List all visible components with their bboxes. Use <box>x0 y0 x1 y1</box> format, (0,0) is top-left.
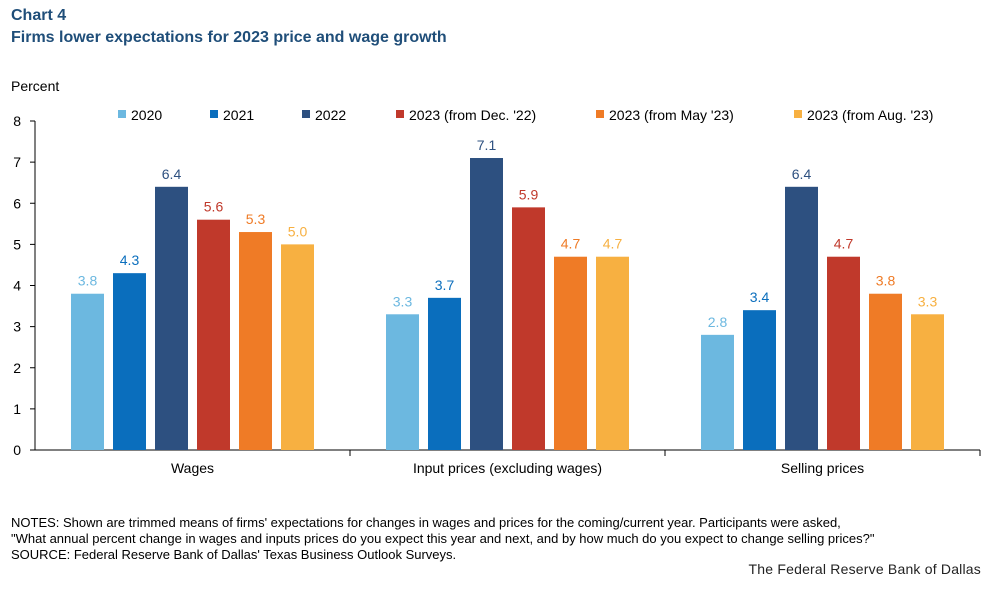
legend-label: 2022 <box>315 107 346 123</box>
bar <box>596 256 629 450</box>
legend-swatch <box>118 110 126 118</box>
bar-value-label: 4.7 <box>834 236 854 252</box>
legend-label: 2020 <box>131 107 162 123</box>
bar-value-label: 3.7 <box>435 277 455 293</box>
bar-value-label: 3.8 <box>876 273 896 289</box>
y-tick-label: 4 <box>13 278 21 294</box>
bar-value-label: 6.4 <box>792 166 812 182</box>
bar-value-label: 5.6 <box>204 199 224 215</box>
y-tick-label: 0 <box>13 442 21 458</box>
source-line: SOURCE: Federal Reserve Bank of Dallas' … <box>11 547 457 562</box>
chart-title: Firms lower expectations for 2023 price … <box>11 29 447 46</box>
bar <box>743 310 776 450</box>
legend-label: 2021 <box>223 107 254 123</box>
x-category-label: Wages <box>171 460 214 476</box>
bar <box>428 297 461 450</box>
notes-line-2: "What annual percent change in wages and… <box>11 531 875 546</box>
bar-value-label: 4.7 <box>561 236 581 252</box>
y-tick-label: 7 <box>13 154 21 170</box>
bar-chart: 2020 2021 2022 2023 (from Dec. '22) 2023 (fr… <box>13 107 981 476</box>
bar-value-label: 5.9 <box>519 186 539 202</box>
bar-value-label: 4.3 <box>120 252 140 268</box>
y-tick-label: 5 <box>13 236 21 252</box>
bar-value-label: 6.4 <box>162 166 182 182</box>
legend-swatch <box>302 110 310 118</box>
bar <box>113 273 146 450</box>
legend-swatch <box>794 110 802 118</box>
y-tick-label: 1 <box>13 401 21 417</box>
y-tick-label: 2 <box>13 360 21 376</box>
bar-value-label: 5.3 <box>246 211 266 227</box>
y-axis-unit-label: Percent <box>11 78 60 94</box>
bar-value-label: 2.8 <box>708 314 728 330</box>
legend-label: 2023 (from Dec. '22) <box>409 107 536 123</box>
bar <box>71 293 104 450</box>
bar <box>239 232 272 450</box>
axes: 0 1 2 3 4 5 6 7 8 Wages Input prices (excluding wa… <box>13 113 981 476</box>
bar <box>470 158 503 450</box>
bar <box>512 207 545 450</box>
notes: NOTES: Shown are trimmed means of firms'… <box>11 515 991 563</box>
x-category-label: Selling prices <box>781 460 864 476</box>
y-tick-label: 6 <box>13 195 21 211</box>
chart-number: Chart 4 <box>11 7 67 24</box>
bar <box>281 244 314 450</box>
bar <box>554 256 587 450</box>
bar-value-label: 4.7 <box>603 236 623 252</box>
bar-value-label: 3.4 <box>750 289 770 305</box>
legend-label: 2023 (from May '23) <box>609 107 734 123</box>
bar-value-label: 3.3 <box>393 293 413 309</box>
bar-value-label: 5.0 <box>288 223 308 239</box>
y-tick-label: 3 <box>13 319 21 335</box>
bar-value-labels: 3.8 4.3 6.4 5.6 5.3 5.0 3.3 3.7 7.1 5.9 4.7 4.7 2.8 3… <box>78 137 938 330</box>
y-tick-label: 8 <box>13 113 21 129</box>
bar <box>386 314 419 450</box>
brand-footer: The Federal Reserve Bank of Dallas <box>748 561 981 577</box>
legend: 2020 2021 2022 2023 (from Dec. '22) 2023 (fr… <box>118 107 933 123</box>
bar <box>785 186 818 451</box>
legend-swatch <box>396 110 404 118</box>
legend-label: 2023 (from Aug. '23) <box>807 107 933 123</box>
bar <box>911 314 944 450</box>
bar <box>869 293 902 450</box>
bar-value-label: 7.1 <box>477 137 497 153</box>
bar-value-label: 3.8 <box>78 273 98 289</box>
x-category-label: Input prices (excluding wages) <box>413 460 602 476</box>
notes-line-1: NOTES: Shown are trimmed means of firms'… <box>11 515 841 530</box>
bar <box>197 219 230 450</box>
bar <box>155 186 188 451</box>
bar <box>827 256 860 450</box>
bar-value-label: 3.3 <box>918 293 938 309</box>
legend-swatch <box>596 110 604 118</box>
legend-swatch <box>210 110 218 118</box>
bars <box>71 158 944 451</box>
bar <box>701 334 734 450</box>
